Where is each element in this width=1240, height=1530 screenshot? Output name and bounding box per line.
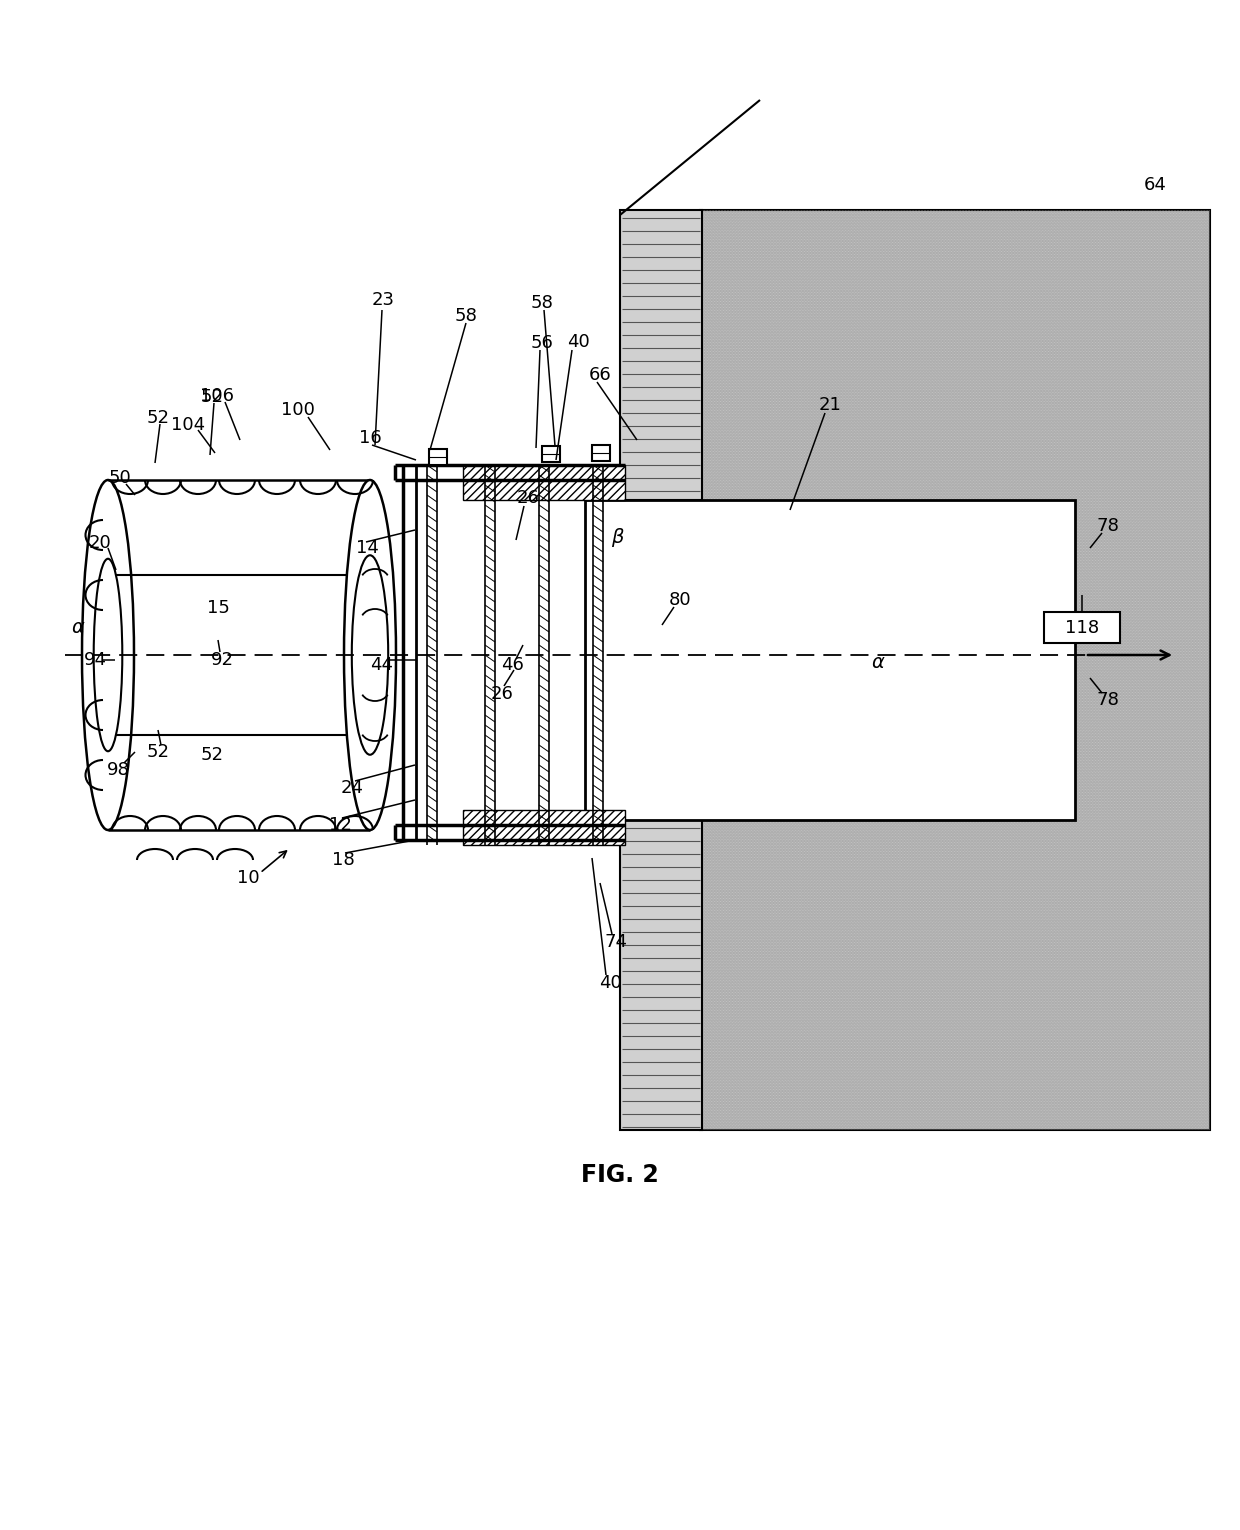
Text: 104: 104 xyxy=(171,416,205,435)
Ellipse shape xyxy=(352,555,388,754)
Text: 58: 58 xyxy=(531,294,553,312)
Ellipse shape xyxy=(82,480,134,829)
Text: 80: 80 xyxy=(668,591,692,609)
Text: 52: 52 xyxy=(146,409,170,427)
Text: 23: 23 xyxy=(372,291,394,309)
Text: FIG. 2: FIG. 2 xyxy=(582,1163,658,1187)
Text: 52: 52 xyxy=(201,389,223,405)
Text: 15: 15 xyxy=(207,600,229,617)
Text: 58: 58 xyxy=(455,308,477,324)
Text: 16: 16 xyxy=(358,428,382,447)
Text: 21: 21 xyxy=(818,396,842,415)
Text: 94: 94 xyxy=(83,650,107,669)
Text: 26: 26 xyxy=(491,685,513,702)
Text: 92: 92 xyxy=(211,650,233,669)
Text: 74: 74 xyxy=(605,933,627,952)
Text: 118: 118 xyxy=(1065,620,1099,636)
Text: α: α xyxy=(72,618,84,636)
Bar xyxy=(463,465,625,500)
Text: 100: 100 xyxy=(281,401,315,419)
Text: 10: 10 xyxy=(237,869,259,887)
Text: 14: 14 xyxy=(356,539,378,557)
Text: 18: 18 xyxy=(331,851,355,869)
Text: 98: 98 xyxy=(107,760,129,779)
Text: 78: 78 xyxy=(1096,517,1120,535)
Text: 52: 52 xyxy=(146,744,170,760)
Text: 26: 26 xyxy=(517,490,539,506)
Bar xyxy=(591,445,610,461)
Bar xyxy=(701,210,1210,1131)
Text: 44: 44 xyxy=(371,656,393,675)
Text: 12: 12 xyxy=(329,815,351,834)
Text: 56: 56 xyxy=(531,334,553,352)
FancyBboxPatch shape xyxy=(1044,612,1120,643)
Bar xyxy=(429,448,446,465)
Bar xyxy=(542,447,560,462)
Text: 20: 20 xyxy=(88,534,112,552)
Bar xyxy=(701,210,1210,1131)
Text: 46: 46 xyxy=(501,656,523,675)
Text: β: β xyxy=(611,528,624,546)
Text: 50: 50 xyxy=(109,470,131,487)
Text: 64: 64 xyxy=(1143,176,1167,194)
Bar xyxy=(108,480,370,829)
Text: 24: 24 xyxy=(341,779,363,797)
Text: 52: 52 xyxy=(201,747,223,763)
Text: 40: 40 xyxy=(567,334,589,350)
Bar xyxy=(620,820,702,1131)
Text: 66: 66 xyxy=(589,366,611,384)
Bar xyxy=(620,210,702,500)
Ellipse shape xyxy=(94,558,123,751)
Bar xyxy=(463,809,625,845)
Text: 40: 40 xyxy=(599,975,621,991)
Text: 78: 78 xyxy=(1096,692,1120,708)
Text: 106: 106 xyxy=(200,387,234,405)
Ellipse shape xyxy=(343,480,396,829)
Text: α: α xyxy=(872,652,884,672)
Bar xyxy=(585,500,1075,820)
